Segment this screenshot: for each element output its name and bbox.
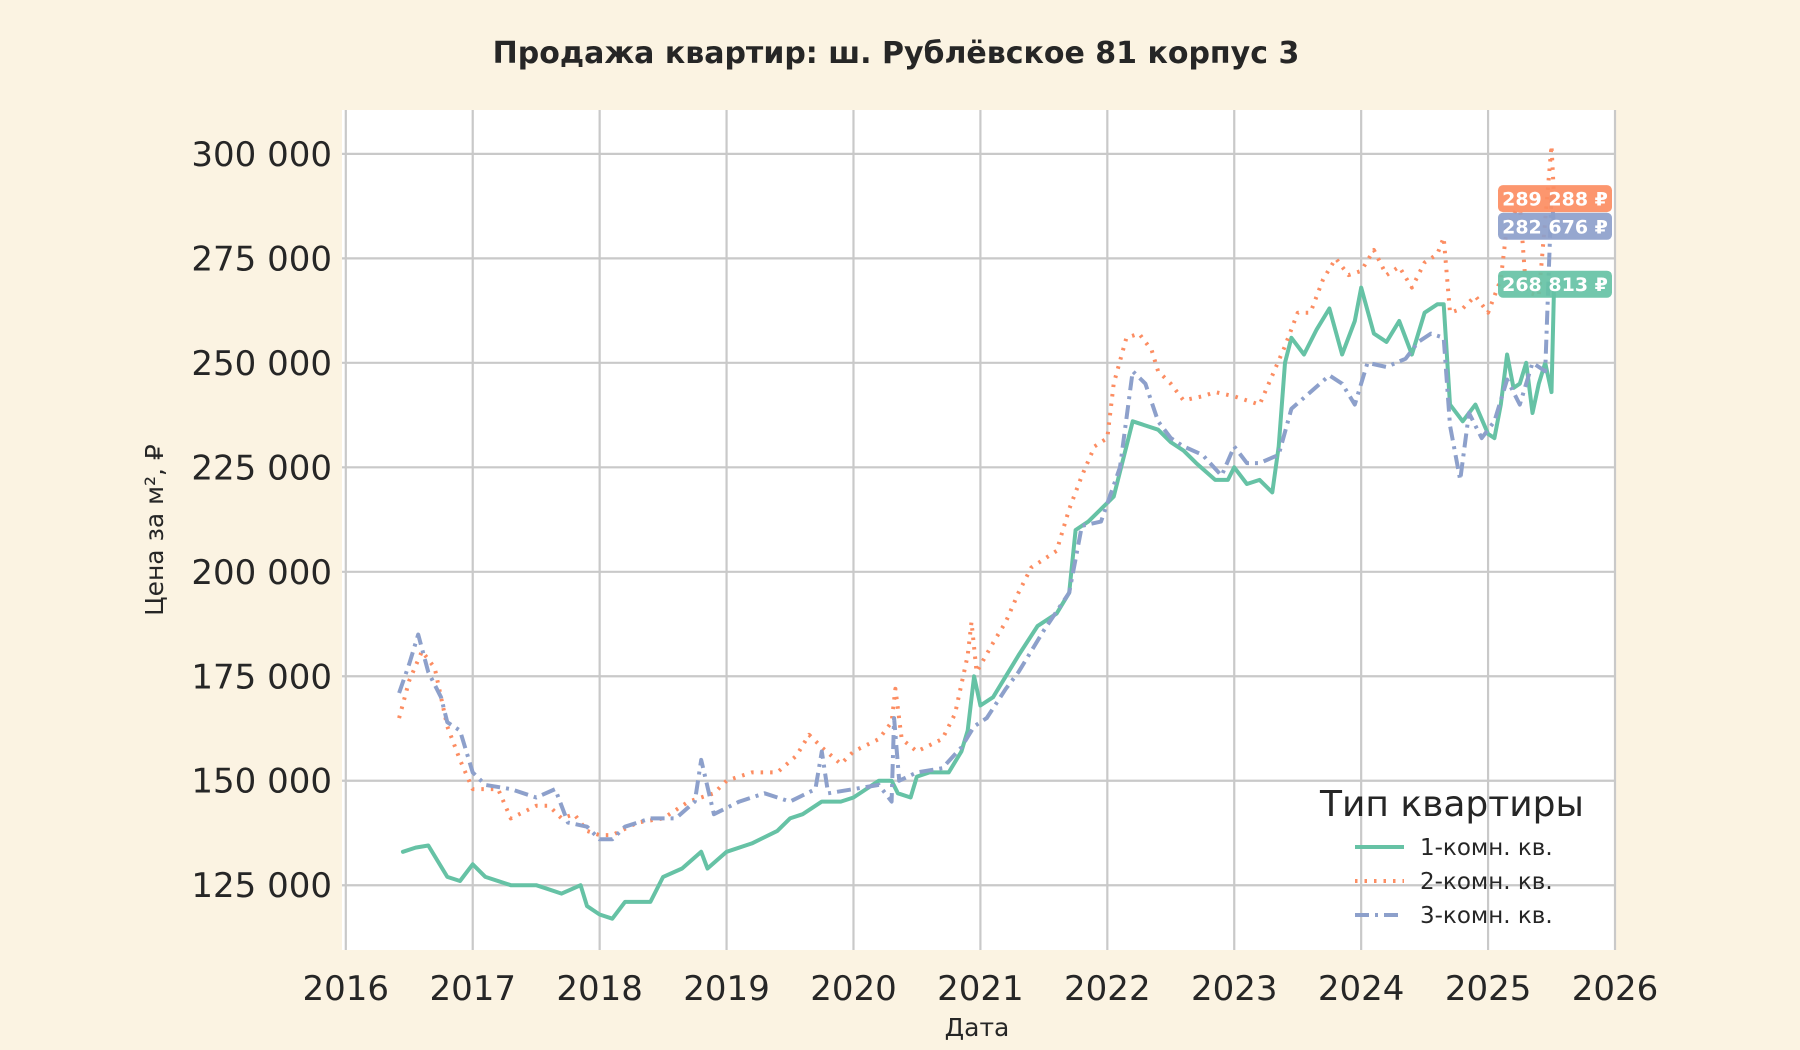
x-tick-label: 2019 bbox=[683, 969, 770, 1009]
x-tick-label: 2026 bbox=[1572, 969, 1659, 1009]
series-line-1 bbox=[400, 282, 1557, 921]
y-tick-label: 250 000 bbox=[191, 344, 332, 384]
end-value-badge-1 bbox=[1498, 270, 1612, 298]
y-tick-label: 225 000 bbox=[191, 448, 332, 488]
grid bbox=[342, 110, 1617, 950]
end-value-label-3: 282 676 ₽ bbox=[1502, 216, 1608, 238]
series-layer bbox=[397, 143, 1557, 921]
series-line-3 bbox=[397, 193, 1557, 842]
y-tick-label: 150 000 bbox=[191, 762, 332, 802]
legend-title: Тип квартиры bbox=[1319, 784, 1584, 825]
y-axis: 125 000 150 000 175 000 200 000 225 000 250 0… bbox=[191, 135, 332, 906]
y-tick-label: 175 000 bbox=[191, 657, 332, 697]
x-tick-label: 2017 bbox=[429, 969, 516, 1009]
series-line-2 bbox=[397, 143, 1557, 838]
y-tick-label: 275 000 bbox=[191, 239, 332, 279]
end-value-badge-2 bbox=[1498, 185, 1612, 213]
x-tick-label: 2025 bbox=[1445, 969, 1532, 1009]
legend: Тип квартиры 1-комн. кв. 2-комн. кв. 3-ком… bbox=[1319, 784, 1584, 929]
y-tick-label: 200 000 bbox=[191, 553, 332, 593]
end-value-label-1: 268 813 ₽ bbox=[1502, 274, 1608, 296]
y-tick-label: 300 000 bbox=[191, 135, 332, 175]
chart-title: Продажа квартир: ш. Рублёвское 81 корпус… bbox=[493, 36, 1300, 71]
x-tick-label: 2016 bbox=[303, 969, 390, 1009]
y-tick-label: 125 000 bbox=[191, 866, 332, 906]
end-value-badges: 268 813 ₽ 289 288 ₽ 282 676 ₽ bbox=[1498, 185, 1612, 298]
x-axis: 2016 2017 2018 2019 2020 2021 2022 2023 2024 2025… bbox=[303, 969, 1659, 1009]
legend-label-3: 3-комн. кв. bbox=[1420, 903, 1553, 929]
x-tick-label: 2021 bbox=[937, 969, 1024, 1009]
x-tick-label: 2018 bbox=[556, 969, 643, 1009]
x-tick-label: 2023 bbox=[1191, 969, 1278, 1009]
legend-label-2: 2-комн. кв. bbox=[1420, 869, 1553, 895]
x-tick-label: 2020 bbox=[810, 969, 897, 1009]
end-value-label-2: 289 288 ₽ bbox=[1502, 189, 1608, 211]
legend-label-1: 1-комн. кв. bbox=[1420, 835, 1553, 861]
x-tick-label: 2024 bbox=[1318, 969, 1405, 1009]
x-axis-title: Дата bbox=[945, 1013, 1010, 1042]
end-value-badge-3 bbox=[1498, 212, 1612, 240]
y-axis-title: Цена за м², ₽ bbox=[140, 444, 169, 616]
x-tick-label: 2022 bbox=[1064, 969, 1151, 1009]
